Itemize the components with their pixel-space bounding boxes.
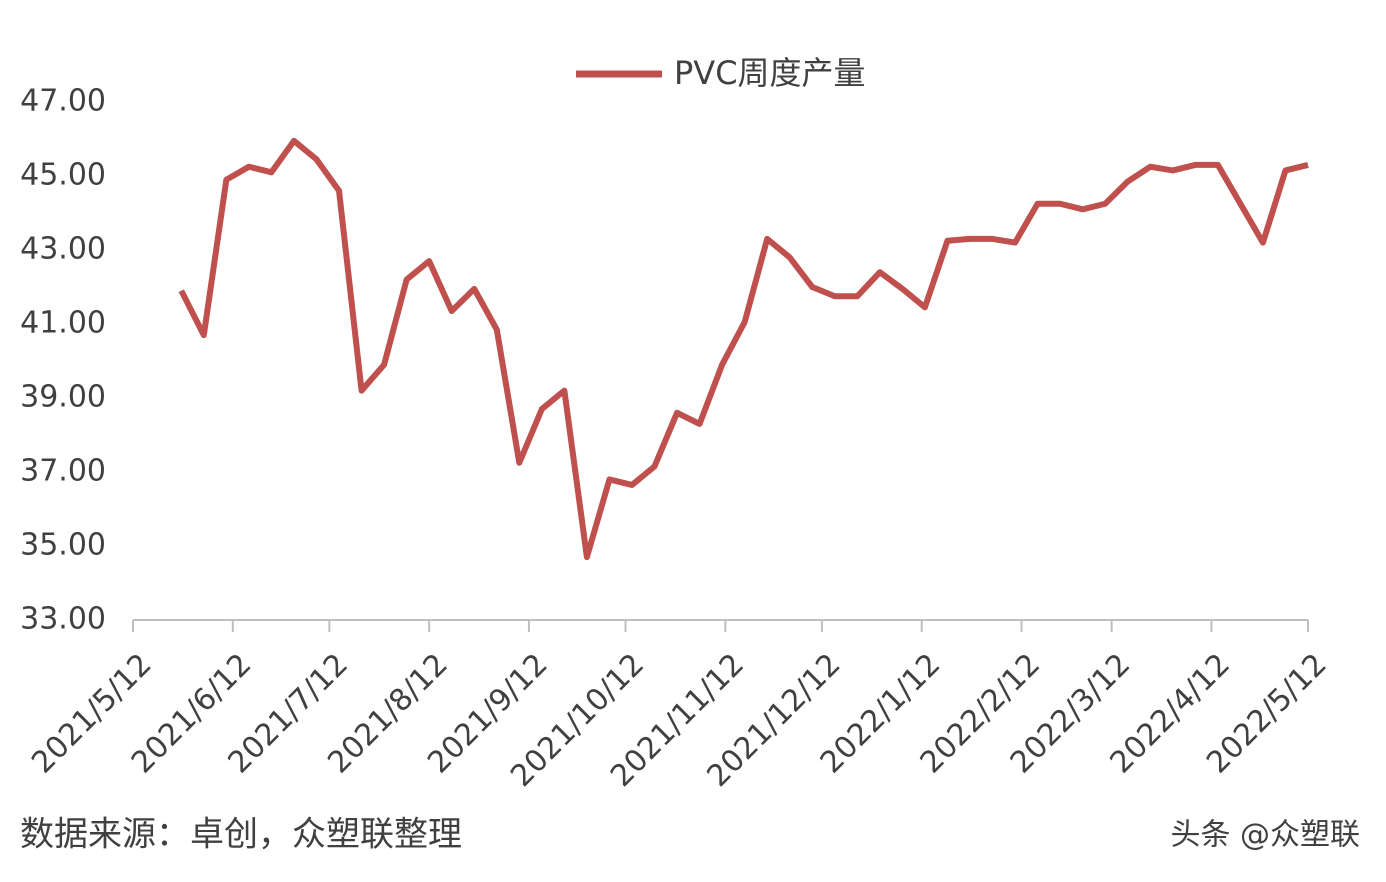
y-tick-label: 43.00 [20, 232, 106, 267]
legend-label: PVC周度产量 [674, 54, 866, 92]
y-tick-label: 37.00 [20, 454, 106, 489]
y-tick-label: 35.00 [20, 528, 106, 563]
y-tick-label: 45.00 [20, 158, 106, 193]
line [178, 137, 1309, 561]
y-tick-label: 41.00 [20, 306, 106, 341]
y-tick-label: 33.00 [20, 602, 106, 637]
source-note: 数据来源：卓创，众塑联整理 [20, 815, 462, 855]
y-tick-label: 47.00 [20, 84, 106, 119]
watermark: 头条 @众塑联 [1170, 818, 1360, 853]
y-tick-label: 39.00 [20, 380, 106, 415]
